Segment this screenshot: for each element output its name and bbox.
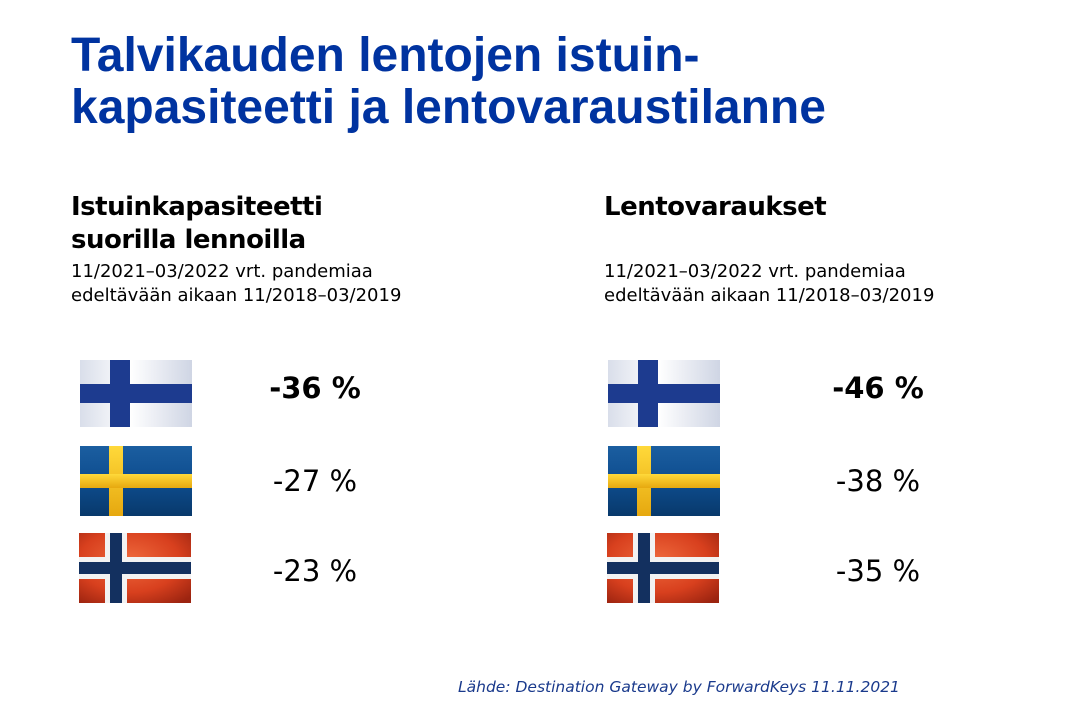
seat-capacity-subtitle-line-2: edeltävään aikaan 11/2018–03/2019: [71, 285, 402, 306]
norway-flag-icon: [79, 533, 191, 603]
source-citation: Lähde: Destination Gateway by ForwardKey…: [458, 678, 900, 696]
title-line-2: kapasiteetti ja lentovaraustilanne: [71, 81, 826, 134]
flight-bookings-finland-value: -46 %: [832, 371, 924, 405]
seat-capacity-heading-line-2: suorilla lennoilla: [71, 225, 306, 255]
sweden-flag-icon: [608, 446, 720, 516]
finland-flag-icon: [80, 360, 192, 427]
flight-bookings-sweden-value: -38 %: [835, 464, 921, 498]
flight-bookings-subtitle-line-1: 11/2021–03/2022 vrt. pandemiaa: [604, 261, 906, 282]
seat-capacity-heading-line-1: Istuinkapasiteetti: [71, 192, 323, 222]
finland-flag-icon: [608, 360, 720, 427]
seat-capacity-heading: Istuinkapasiteetti suorilla lennoilla: [71, 191, 323, 257]
flight-bookings-norway-value: -35 %: [835, 554, 921, 588]
flight-bookings-heading-line-1: Lentovaraukset: [604, 192, 827, 222]
title-line-1: Talvikauden lentojen istuin-: [71, 29, 700, 82]
page-title: Talvikauden lentojen istuin- kapasiteett…: [71, 30, 1051, 134]
seat-capacity-subtitle: 11/2021–03/2022 vrt. pandemiaa edeltävää…: [71, 260, 401, 308]
norway-flag-icon: [607, 533, 719, 603]
seat-capacity-sweden-value: -27 %: [272, 464, 358, 498]
seat-capacity-finland-value: -36 %: [269, 371, 361, 405]
flight-bookings-subtitle: 11/2021–03/2022 vrt. pandemiaa edeltävää…: [604, 260, 934, 308]
sweden-flag-icon: [80, 446, 192, 516]
seat-capacity-norway-value: -23 %: [272, 554, 358, 588]
flight-bookings-heading: Lentovaraukset: [604, 191, 827, 224]
flight-bookings-subtitle-line-2: edeltävään aikaan 11/2018–03/2019: [604, 285, 935, 306]
seat-capacity-subtitle-line-1: 11/2021–03/2022 vrt. pandemiaa: [71, 261, 373, 282]
